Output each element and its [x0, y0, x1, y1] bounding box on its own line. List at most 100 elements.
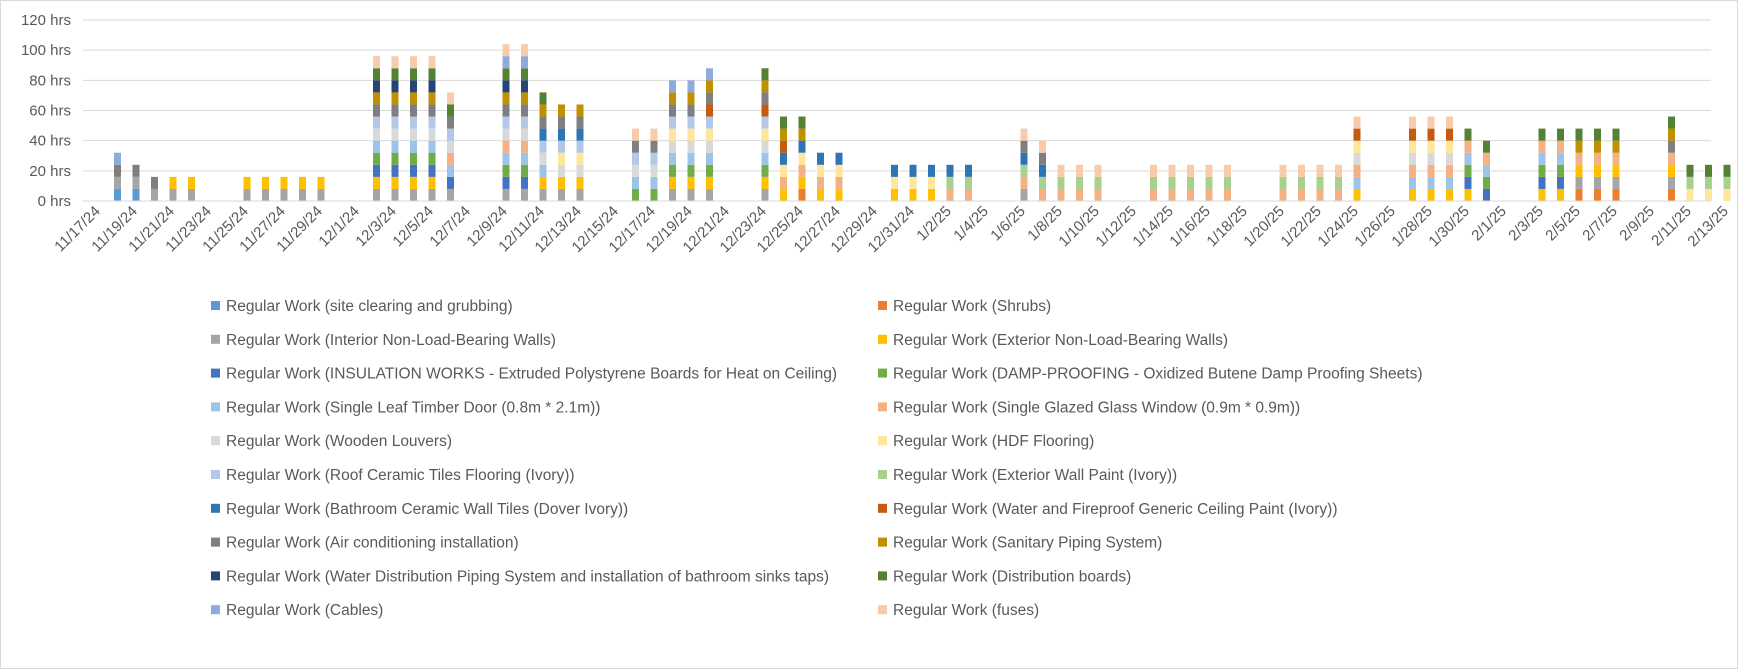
legend-label: Regular Work (Air conditioning installat…	[226, 535, 519, 552]
bar-segment	[1575, 188, 1583, 201]
bar-segment	[1575, 128, 1583, 141]
bar-segment	[1353, 176, 1361, 189]
bar-segment	[706, 188, 713, 201]
bar-segment	[1150, 164, 1157, 177]
bar-segment	[1427, 176, 1435, 189]
bar-segment	[1538, 128, 1546, 141]
bar-segment	[521, 68, 528, 81]
bar-segment	[428, 80, 436, 93]
bar-segment	[1575, 140, 1583, 153]
bar-segment	[373, 128, 380, 141]
bar-segment	[1187, 176, 1194, 189]
bar-segment	[687, 80, 695, 93]
bar-segment	[650, 164, 658, 177]
bar-segment	[687, 140, 695, 153]
legend-label: Regular Work (Roof Ceramic Tiles Floorin…	[226, 467, 575, 484]
bar-segment	[1705, 176, 1712, 189]
bar-segment	[428, 56, 436, 69]
bar-segment	[373, 56, 380, 69]
bar-segment	[410, 92, 417, 105]
bar-segment	[391, 104, 399, 117]
bar-segment	[1094, 188, 1102, 201]
bar-segment	[373, 68, 380, 81]
bar-segment	[410, 152, 417, 165]
bar-segment	[669, 140, 676, 153]
bar-segment	[539, 152, 547, 165]
bar-segment	[706, 176, 713, 189]
bar-segment	[373, 92, 380, 105]
bar-segment	[132, 164, 140, 177]
bar-segment	[817, 176, 824, 189]
bar-segment	[1039, 164, 1046, 177]
bar-segment	[1557, 152, 1564, 165]
bar-segment	[410, 164, 417, 177]
x-tick-label: 2/1/25	[1468, 203, 1510, 245]
bar-segment	[188, 176, 195, 189]
bar-segment	[502, 176, 510, 189]
bar-segment	[761, 164, 769, 177]
bar-segment	[1409, 140, 1416, 153]
bar-segment	[576, 176, 584, 189]
bar-segment	[1168, 188, 1176, 201]
legend-label: Regular Work (Exterior Non-Load-Bearing …	[893, 332, 1228, 349]
bar-segment	[391, 128, 399, 141]
bar-segment	[169, 188, 177, 201]
bar-segment	[1464, 164, 1472, 177]
bar-segment	[1686, 176, 1694, 189]
bar-segment	[428, 116, 436, 129]
bar-segment	[780, 176, 787, 189]
bar-segment	[1057, 188, 1065, 201]
bar-segment	[798, 128, 806, 141]
legend-label: Regular Work (Single Glazed Glass Window…	[893, 399, 1300, 416]
bar-segment	[632, 164, 639, 177]
bar-segment	[928, 188, 935, 201]
bar-segment	[114, 176, 121, 189]
bar-segment	[521, 164, 528, 177]
bar-segment	[780, 140, 787, 153]
x-tick-label: 1/16/25	[1166, 203, 1213, 250]
bar-segment	[521, 92, 528, 105]
bar-segment	[1557, 176, 1564, 189]
legend-swatch	[878, 301, 887, 310]
bar-segment	[1187, 188, 1194, 201]
bar-segment	[965, 188, 972, 201]
bar-segment	[1020, 152, 1028, 165]
bar-segment	[687, 164, 695, 177]
bar-segment	[1076, 188, 1083, 201]
bar-segment	[243, 176, 251, 189]
y-tick-label: 120 hrs	[21, 12, 71, 29]
bar-segment	[1316, 164, 1324, 177]
bar-segment	[687, 128, 695, 141]
y-tick-label: 60 hrs	[29, 103, 71, 120]
bar-segment	[1538, 176, 1546, 189]
bar-segment	[650, 140, 658, 153]
bar-segment	[1686, 188, 1694, 201]
bar-segment	[391, 68, 399, 81]
bar-segment	[558, 116, 565, 129]
bar-segment	[373, 140, 380, 153]
bar-segment	[761, 188, 769, 201]
bar-segment	[373, 188, 380, 201]
bar-segment	[798, 116, 806, 129]
legend-swatch	[878, 402, 887, 412]
legend: Regular Work (site clearing and grubbing…	[211, 298, 1422, 619]
legend-label: Regular Work (INSULATION WORKS - Extrude…	[226, 366, 837, 383]
bar-segment	[1446, 152, 1453, 165]
bar-segment	[447, 92, 454, 105]
bar-segment	[1279, 164, 1287, 177]
bar-segment	[410, 68, 417, 81]
bar-segment	[1316, 176, 1324, 189]
bar-segment	[114, 188, 121, 201]
bar-segment	[373, 116, 380, 129]
bar-segment	[798, 188, 806, 201]
bar-segment	[428, 188, 436, 201]
bar-segment	[761, 176, 769, 189]
bar-segment	[632, 152, 639, 165]
bar-segment	[835, 188, 843, 201]
bar-segment	[1353, 128, 1361, 141]
bar-segment	[558, 164, 565, 177]
bar-segment	[632, 176, 639, 189]
bar-segment	[558, 188, 565, 201]
x-tick-label: 1/2/25	[913, 203, 955, 245]
